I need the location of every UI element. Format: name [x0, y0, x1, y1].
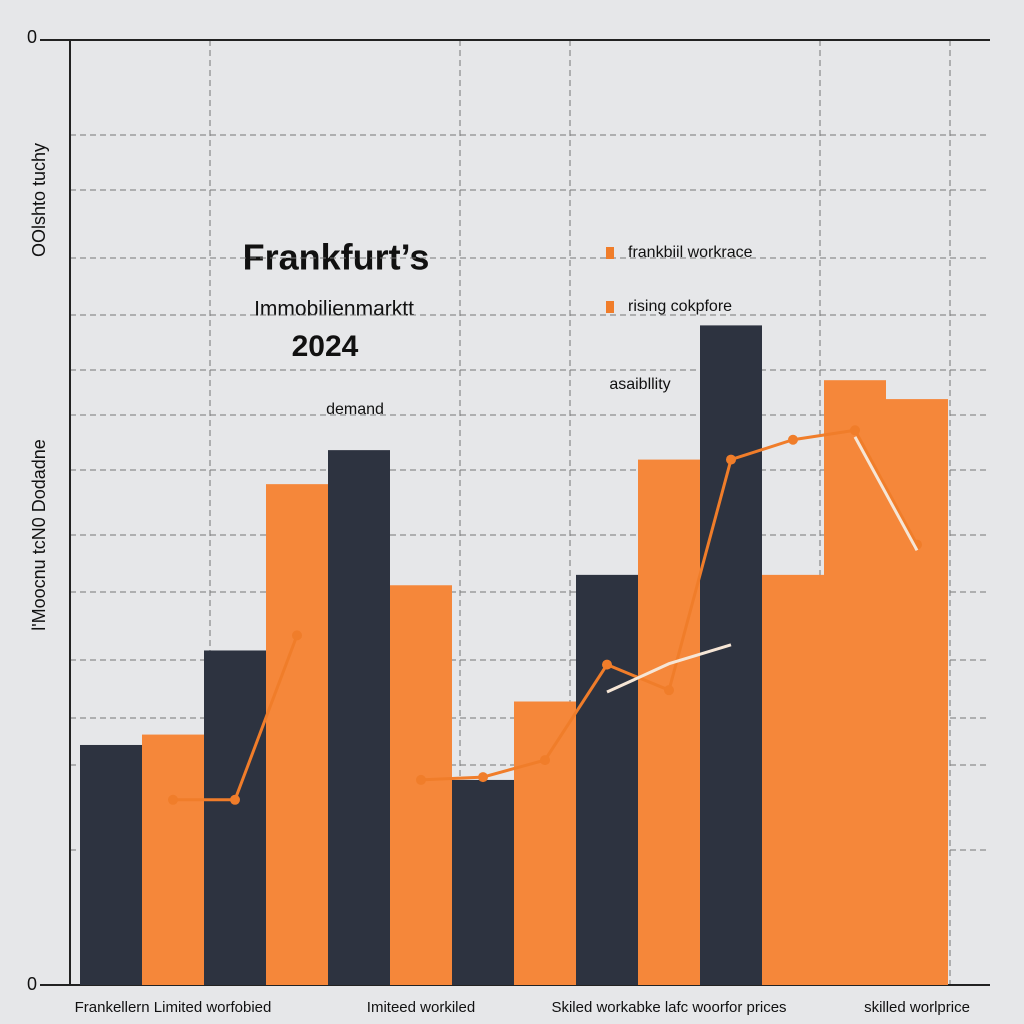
- line-point: [168, 794, 178, 805]
- y-tick-label: 0: [27, 974, 37, 994]
- axis-top-label: 0: [27, 27, 37, 47]
- line-point: [850, 425, 860, 436]
- line-point: [664, 685, 674, 696]
- bar: [266, 484, 328, 985]
- bar: [762, 574, 824, 985]
- bar: [80, 744, 142, 985]
- annotation: asaibllity: [609, 376, 670, 393]
- legend-label: frankbiil workrace: [628, 244, 753, 261]
- x-tick-label: skilled worlprice: [864, 999, 970, 1016]
- chart-title: Frankfurt’s: [243, 237, 430, 278]
- line-point: [726, 454, 736, 465]
- line-series: [606, 436, 919, 694]
- bar: [824, 380, 886, 985]
- bar: [700, 325, 762, 985]
- annotation: demand: [326, 401, 384, 418]
- chart-year: 2024: [292, 330, 359, 363]
- x-tick-label: Imiteed workiled: [367, 999, 475, 1016]
- y-axis-label: OOlshto tuchy: [29, 143, 49, 257]
- x-tick-label: Frankellern Limited worfobied: [75, 999, 272, 1016]
- bar: [452, 779, 514, 985]
- line-point: [292, 630, 302, 641]
- y-axis-label: l'Moocnu tcN0 Dodadne: [29, 439, 49, 631]
- bar: [886, 399, 948, 986]
- bar: [514, 701, 576, 985]
- bar: [204, 650, 266, 985]
- chart-subtitle: Immobilienmarktt: [254, 298, 414, 321]
- line-point: [540, 755, 550, 766]
- legend-swatch: [606, 301, 614, 313]
- bar: [390, 585, 452, 985]
- bar: [142, 734, 204, 985]
- legend-swatch: [606, 247, 614, 259]
- line-point: [478, 772, 488, 783]
- line-point: [416, 774, 426, 785]
- line-point: [230, 794, 240, 805]
- line-point: [602, 659, 612, 670]
- x-tick-label: Skiled workabke lafc woorfor prices: [551, 999, 786, 1016]
- line-point: [788, 434, 798, 445]
- legend-label: rising cokpfore: [628, 298, 732, 315]
- bar: [576, 574, 638, 985]
- bar: [328, 450, 390, 985]
- bar: [638, 459, 700, 986]
